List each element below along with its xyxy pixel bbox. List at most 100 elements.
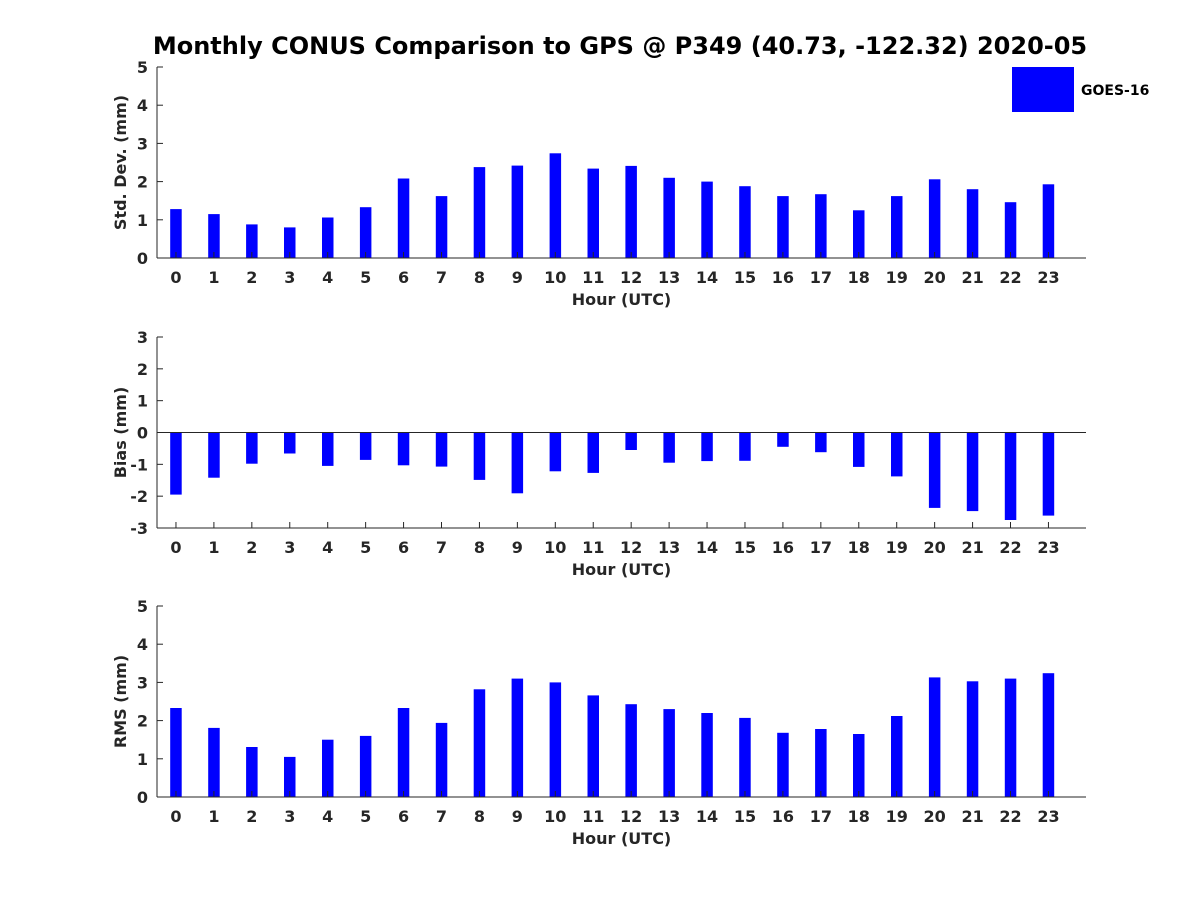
std-dev-x-tick-label: 3: [284, 268, 295, 287]
std-dev-bar: [587, 168, 599, 258]
rms-x-tick-label: 8: [474, 807, 485, 826]
rms-bar: [549, 682, 562, 797]
std-dev-y-axis-label: Std. Dev. (mm): [111, 95, 130, 230]
std-dev-bar: [966, 189, 979, 258]
rms-x-tick-label: 15: [734, 807, 756, 826]
legend-swatch: [1012, 67, 1074, 112]
std-dev-x-tick-label: 19: [886, 268, 908, 287]
bias-y-tick-label: -2: [130, 487, 148, 506]
std-dev-bar: [853, 210, 865, 259]
std-dev-bar: [1004, 202, 1017, 258]
rms-x-tick-label: 10: [544, 807, 566, 826]
std-dev-bar: [322, 217, 334, 258]
std-dev-x-axis-label: Hour (UTC): [572, 290, 672, 309]
rms-bar: [359, 735, 372, 797]
rms-y-tick-label: 3: [137, 673, 148, 692]
bias-x-tick-label: 6: [398, 538, 409, 557]
std-dev-bar: [170, 209, 182, 258]
rms-bar: [853, 734, 865, 797]
rms-bar: [397, 708, 410, 797]
rms-bar: [966, 681, 979, 797]
rms-y-tick-label: 4: [137, 635, 148, 654]
std-dev-bar: [625, 165, 637, 258]
bias-bar: [853, 432, 865, 467]
std-dev-bar: [511, 165, 524, 258]
std-dev-y-tick-label: 4: [137, 96, 148, 115]
bias-bar: [397, 432, 410, 466]
std-dev-x-tick-label: 16: [772, 268, 794, 287]
bias-x-tick-label: 17: [810, 538, 832, 557]
rms-x-tick-label: 1: [208, 807, 219, 826]
bias-x-tick-label: 3: [284, 538, 295, 557]
rms-x-tick-label: 14: [696, 807, 718, 826]
rms-y-tick-label: 0: [137, 788, 148, 807]
rms-x-tick-label: 22: [999, 807, 1021, 826]
std-dev-x-tick-label: 12: [620, 268, 642, 287]
bias-bar: [815, 432, 827, 453]
rms-bar: [625, 704, 637, 797]
std-dev-bar: [663, 177, 675, 258]
rms-bar: [739, 717, 751, 797]
std-dev-x-tick-label: 0: [170, 268, 181, 287]
bias-x-axis-label: Hour (UTC): [572, 560, 672, 579]
bias-bar: [739, 432, 751, 461]
bias-x-tick-label: 9: [512, 538, 523, 557]
bias-x-tick-label: 5: [360, 538, 371, 557]
bias-bar: [663, 432, 675, 463]
bias-bar: [928, 432, 941, 508]
rms-bar: [1004, 678, 1017, 797]
bias-y-tick-label: 1: [137, 392, 148, 411]
std-dev-x-tick-label: 10: [544, 268, 566, 287]
rms-x-tick-label: 19: [886, 807, 908, 826]
rms-bar: [891, 716, 903, 797]
rms-y-tick-label: 2: [137, 712, 148, 731]
std-dev-y-tick-label: 3: [137, 134, 148, 153]
rms-bar: [587, 695, 599, 797]
bias-bar: [208, 432, 220, 478]
bias-x-tick-label: 21: [961, 538, 983, 557]
bias-bar: [322, 432, 334, 466]
std-dev-bar: [739, 186, 751, 258]
rms-x-tick-label: 20: [924, 807, 946, 826]
std-dev-bar: [359, 207, 372, 258]
std-dev-x-tick-label: 18: [848, 268, 870, 287]
rms-x-axis-label: Hour (UTC): [572, 829, 672, 848]
rms-x-tick-label: 11: [582, 807, 604, 826]
rms-bar: [322, 739, 334, 797]
bias-bar: [587, 432, 599, 473]
std-dev-bar: [208, 214, 220, 258]
rms-bar: [1042, 673, 1055, 797]
rms-bar: [777, 732, 789, 797]
bias-bar: [170, 432, 182, 495]
std-dev-x-tick-label: 11: [582, 268, 604, 287]
bias-x-tick-label: 23: [1037, 538, 1059, 557]
std-dev-x-tick-label: 8: [474, 268, 485, 287]
rms-y-tick-label: 1: [137, 750, 148, 769]
bias-y-axis-label: Bias (mm): [111, 387, 130, 479]
rms-bar: [663, 709, 675, 797]
std-dev-bar: [815, 194, 827, 258]
bias-x-tick-label: 11: [582, 538, 604, 557]
bias-x-tick-label: 4: [322, 538, 333, 557]
legend: GOES-16: [1012, 67, 1149, 112]
std-dev-x-tick-label: 1: [208, 268, 219, 287]
std-dev-x-tick-label: 22: [999, 268, 1021, 287]
std-dev-x-tick-label: 15: [734, 268, 756, 287]
bias-x-tick-label: 18: [848, 538, 870, 557]
bias-bar: [435, 432, 448, 467]
bias-x-tick-label: 10: [544, 538, 566, 557]
bias-x-tick-label: 8: [474, 538, 485, 557]
std-dev-x-tick-label: 20: [924, 268, 946, 287]
bias-bar: [777, 432, 789, 447]
rms-x-tick-label: 17: [810, 807, 832, 826]
bias-bar: [701, 432, 713, 462]
bias-x-tick-label: 16: [772, 538, 794, 557]
bias-x-tick-label: 2: [246, 538, 257, 557]
std-dev-bar: [701, 181, 713, 258]
legend-label: GOES-16: [1081, 83, 1149, 99]
bias-x-tick-label: 20: [924, 538, 946, 557]
bias-bar: [359, 432, 372, 460]
rms-x-tick-label: 13: [658, 807, 680, 826]
std-dev-bar: [549, 153, 562, 258]
